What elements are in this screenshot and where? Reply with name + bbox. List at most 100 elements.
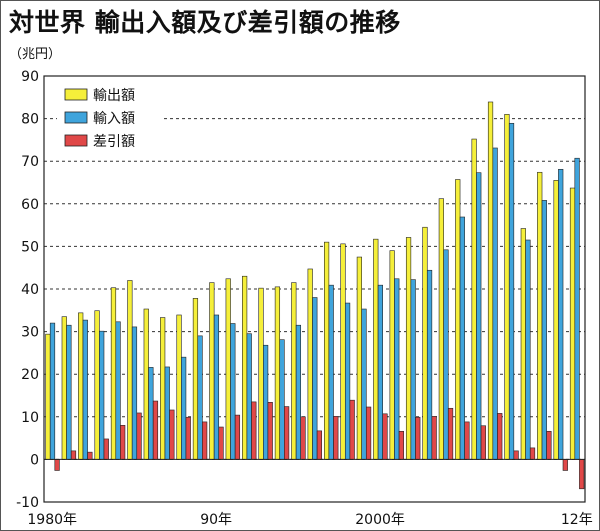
- legend-label-輸入額: 輸入額: [93, 111, 135, 127]
- y-tick-label: 40: [21, 282, 39, 298]
- bar-輸出額-1980: [45, 333, 51, 460]
- x-tick-label: 1980年: [27, 512, 77, 528]
- bar-輸入額-1999: [361, 308, 367, 460]
- bar-輸出額-1983: [94, 310, 100, 460]
- bar-輸出額-1987: [160, 317, 166, 460]
- bar-差引額-1999: [365, 406, 372, 460]
- bar-輸入額-1989: [197, 335, 203, 460]
- bar-輸出額-1989: [192, 298, 199, 460]
- bar-差引額-2009: [529, 447, 536, 460]
- bar-輸入額-1982: [82, 319, 88, 460]
- bar-輸出額-2011: [553, 180, 559, 460]
- bar-差引額-1981: [70, 450, 77, 460]
- bar-輸入額-1994: [279, 339, 285, 460]
- bar-輸出額-1992: [242, 275, 248, 460]
- bar-輸入額-1997: [328, 284, 334, 460]
- x-tick-label: 12年: [561, 512, 593, 528]
- bar-輸入額-2003: [426, 269, 433, 460]
- bar-差引額-2001: [398, 430, 404, 460]
- y-tick-label: 0: [30, 452, 39, 468]
- bar-差引額-2008: [513, 450, 519, 460]
- chart-title: 対世界 輸出入額及び差引額の推移: [9, 8, 401, 37]
- bar-差引額-1994: [284, 406, 290, 460]
- bar-輸入額-1996: [312, 297, 318, 460]
- bar-差引額-1983: [103, 438, 109, 460]
- bar-輸入額-1985: [131, 326, 138, 460]
- y-tick-label: 10: [21, 410, 39, 426]
- bar-輸入額-1984: [115, 321, 121, 460]
- bar-輸出額-2007: [487, 101, 494, 460]
- bar-輸出額-1985: [127, 280, 133, 460]
- y-tick-label: 30: [21, 325, 39, 341]
- bar-差引額-2002: [415, 416, 421, 460]
- bar-輸出額-2004: [438, 198, 444, 460]
- bar-輸入額-1981: [66, 324, 72, 460]
- bar-輸入額-2011: [558, 168, 564, 460]
- bar-差引額-1984: [120, 425, 126, 460]
- y-tick-label: 90: [21, 69, 39, 85]
- bar-輸入額-1983: [99, 330, 105, 460]
- bar-輸出額-1995: [291, 282, 297, 460]
- bar-輸出額-1993: [258, 287, 264, 460]
- bar-輸出額-2008: [504, 114, 510, 460]
- bar-差引額-1997: [333, 416, 339, 460]
- bar-輸出額-2003: [422, 226, 428, 460]
- bar-輸入額-2004: [443, 249, 449, 460]
- y-tick-label: 80: [21, 112, 39, 128]
- bar-差引額-2004: [447, 407, 454, 460]
- bar-差引額-1989: [202, 421, 208, 460]
- bar-差引額-2003: [431, 416, 437, 460]
- bar-差引額-1982: [87, 451, 93, 460]
- bar-輸入額-2005: [459, 216, 465, 460]
- bar-輸入額-1986: [148, 367, 154, 460]
- bar-輸出額-2009: [520, 228, 526, 460]
- bar-差引額-1985: [136, 412, 142, 460]
- legend-label-輸出額: 輸出額: [93, 88, 135, 104]
- y-tick-label: 50: [21, 239, 39, 255]
- legend-swatch-輸出額: [64, 88, 88, 101]
- bar-差引額-1991: [234, 414, 241, 460]
- bar-差引額-1996: [316, 430, 323, 460]
- y-tick-label: 20: [21, 367, 39, 383]
- bar-輸出額-1984: [110, 287, 117, 460]
- bar-差引額-1995: [300, 416, 306, 460]
- bar-差引額-1988: [185, 416, 191, 460]
- bar-輸入額-2010: [541, 200, 547, 460]
- bar-差引額-2012: [579, 459, 585, 490]
- bar-輸入額-1998: [344, 302, 351, 460]
- legend-swatch-差引額: [64, 134, 88, 147]
- bar-輸出額-2002: [405, 237, 412, 460]
- y-tick-label: -10: [16, 495, 39, 511]
- bar-輸入額-2000: [377, 284, 383, 460]
- x-tick-label: 2000年: [355, 512, 405, 528]
- y-axis-unit-label: （兆円）: [9, 47, 62, 62]
- bar-差引額-2005: [464, 421, 470, 460]
- y-tick-label: 70: [21, 154, 39, 170]
- bar-差引額-2011: [562, 459, 568, 471]
- bar-輸出額-1990: [209, 282, 215, 460]
- bar-差引額-1990: [218, 426, 224, 460]
- bar-差引額-1993: [267, 402, 273, 460]
- bar-差引額-1998: [349, 399, 355, 460]
- bar-輸入額-2001: [394, 278, 400, 460]
- plot-area-border: [43, 75, 586, 503]
- bar-輸出額-1996: [307, 268, 313, 460]
- legend-swatch-輸入額: [64, 111, 88, 124]
- bar-輸入額-2008: [508, 122, 515, 460]
- bar-差引額-1992: [251, 401, 257, 460]
- legend-label-差引額: 差引額: [93, 134, 135, 150]
- bar-輸出額-1994: [274, 286, 281, 460]
- bar-輸出額-1999: [356, 256, 362, 460]
- bar-差引額-2010: [546, 430, 552, 460]
- bar-輸入額-1988: [181, 356, 187, 460]
- bar-輸出額-1998: [340, 243, 346, 460]
- bar-輸入額-2002: [410, 279, 416, 460]
- bar-輸入額-1980: [49, 322, 56, 460]
- bar-輸入額-2007: [492, 147, 498, 460]
- bar-輸出額-2005: [455, 179, 461, 460]
- bar-輸出額-1986: [143, 308, 149, 460]
- bar-輸出額-2000: [373, 238, 379, 460]
- bar-輸出額-1997: [323, 241, 330, 460]
